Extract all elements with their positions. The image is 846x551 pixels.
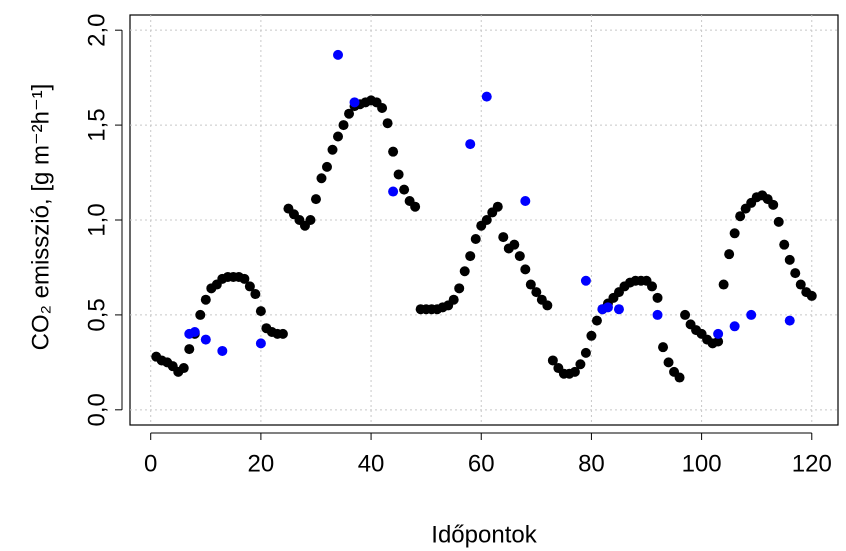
point	[178, 363, 189, 374]
x-tick-label: 60	[468, 450, 495, 477]
point	[321, 161, 332, 172]
point	[305, 215, 316, 225]
point	[768, 199, 779, 210]
point	[393, 169, 404, 180]
point	[310, 194, 321, 205]
point	[250, 289, 261, 300]
point	[729, 228, 740, 239]
point	[713, 336, 724, 347]
point	[465, 251, 476, 262]
x-tick-label: 80	[578, 450, 605, 477]
point	[333, 131, 344, 142]
point	[255, 306, 266, 317]
point	[388, 146, 399, 157]
point	[382, 118, 393, 129]
point	[244, 281, 255, 292]
point	[586, 330, 597, 341]
point	[448, 294, 459, 305]
point	[388, 186, 399, 197]
point	[410, 201, 421, 212]
point	[277, 328, 288, 339]
point	[746, 309, 757, 320]
x-tick-label: 20	[248, 450, 275, 477]
point	[338, 120, 349, 131]
point	[652, 309, 663, 320]
point	[647, 281, 658, 292]
y-tick-label: 2,0	[83, 13, 110, 46]
point	[658, 342, 669, 353]
point	[470, 233, 481, 244]
x-tick-label: 0	[144, 450, 157, 477]
point	[591, 315, 602, 326]
point	[795, 279, 806, 290]
point	[377, 103, 388, 114]
x-tick-label: 120	[792, 450, 832, 477]
point	[333, 49, 344, 60]
y-tick-label: 1,5	[83, 108, 110, 141]
point	[465, 139, 476, 150]
point	[481, 91, 492, 102]
point	[316, 173, 327, 184]
point	[492, 201, 503, 212]
point	[344, 108, 355, 119]
point	[602, 302, 613, 313]
y-tick-label: 1,0	[83, 203, 110, 236]
point	[217, 345, 228, 356]
point	[255, 338, 266, 349]
point	[724, 249, 735, 260]
point	[784, 254, 795, 265]
point	[520, 196, 531, 207]
x-tick-label: 100	[682, 450, 722, 477]
point	[680, 309, 691, 320]
point	[239, 273, 250, 284]
point	[498, 232, 509, 243]
point	[525, 279, 536, 290]
point	[575, 359, 586, 370]
y-axis-label: CO₂ emisszió, [g m⁻²h⁻¹]	[27, 84, 54, 351]
point	[514, 251, 525, 262]
point	[195, 309, 206, 320]
point	[189, 326, 200, 337]
point	[674, 372, 685, 383]
point	[520, 264, 531, 275]
point	[580, 275, 591, 286]
point	[735, 211, 746, 222]
point	[531, 287, 542, 298]
y-tick-label: 0,5	[83, 298, 110, 331]
x-tick-label: 40	[358, 450, 385, 477]
point	[509, 239, 520, 250]
point	[481, 215, 492, 225]
point	[547, 355, 558, 366]
point	[663, 357, 674, 368]
point	[729, 321, 740, 332]
point	[399, 184, 410, 195]
point	[327, 144, 338, 155]
point	[713, 328, 724, 339]
point	[613, 304, 624, 315]
point	[184, 344, 195, 355]
point	[779, 239, 790, 250]
y-tick-label: 0,0	[83, 393, 110, 426]
point	[569, 366, 580, 377]
point	[773, 216, 784, 227]
x-axis-label: Időpontok	[431, 521, 537, 548]
point	[542, 300, 553, 311]
point	[790, 268, 801, 279]
point	[652, 292, 663, 303]
point	[200, 334, 211, 345]
point	[200, 294, 211, 305]
point	[454, 283, 465, 294]
point	[459, 266, 470, 277]
point	[580, 347, 591, 358]
point	[718, 279, 729, 290]
point	[349, 97, 360, 108]
point	[784, 315, 795, 326]
point	[806, 290, 817, 301]
